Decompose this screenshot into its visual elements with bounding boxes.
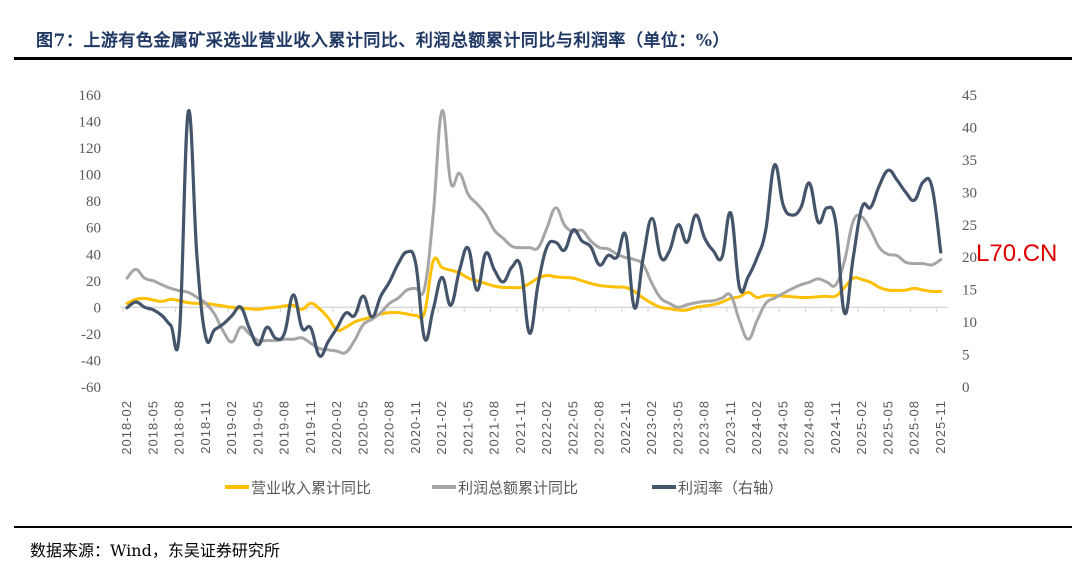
right-axis: 0 5 10 15 20 25 30 35 40 45 [962,88,977,396]
x-axis-tick-label: 2018-05 [145,400,160,455]
x-axis-tick-label: 2024-05 [775,400,790,455]
right-axis-tick-label: 40 [962,120,977,136]
x-axis-tick-label: 2022-08 [592,400,607,455]
left-axis-tick-label: 100 [79,168,102,184]
left-axis-tick-label: 40 [86,247,101,263]
right-axis-tick-label: 20 [962,250,977,266]
left-axis-tick-label: 120 [79,141,102,157]
right-axis-tick-label: 45 [962,88,977,104]
x-axis-tick-label: 2018-11 [198,400,213,454]
x-axis-tick-label: 2024-08 [802,400,817,455]
chart-title: 图7：上游有色金属矿采选业营业收入累计同比、利润总额累计同比与利润率（单位：%） [36,31,730,51]
legend-label: 营业收入累计同比 [251,479,371,497]
x-axis-tick-label: 2023-08 [697,400,712,455]
right-axis-tick-label: 5 [962,348,970,364]
x-axis-tick-label: 2021-02 [434,400,449,455]
x-axis-tick-label: 2024-11 [828,400,843,454]
left-axis-tick-label: -20 [81,327,101,343]
right-axis-tick-label: 15 [962,283,977,299]
x-axis-tick-label: 2025-08 [907,400,922,455]
legend-label: 利润率（右轴） [678,479,783,497]
watermark: L70.CN [976,240,1058,267]
source-note: 数据来源：Wind，东吴证券研究所 [30,541,280,560]
revenue-yoy-line [125,256,943,333]
x-axis-tick-label: 2022-05 [565,400,580,455]
left-axis-tick-label: -40 [81,353,101,369]
x-axis-tick-label: 2025-02 [854,400,869,455]
profit-yoy-line [125,109,943,355]
x-axis-tick-label: 2020-02 [329,400,344,455]
right-axis-tick-label: 25 [962,218,977,234]
x-axis-tick-label: 2018-08 [172,400,187,455]
left-axis-tick-label: 160 [79,88,102,104]
x-axis-tick-label: 2021-05 [460,400,475,455]
x-axis-tick-label: 2023-11 [723,400,738,454]
x-axis: 2018-02 2018-05 2018-08 2018-11 2019-02 2019-… [119,306,948,455]
x-axis-tick-label: 2019-11 [303,400,318,454]
x-axis-tick-label: 2019-05 [250,400,265,455]
profit-margin-line [125,108,943,358]
x-axis-tick-label: 2022-11 [618,400,633,454]
x-axis-tick-label: 2020-05 [355,400,370,455]
right-axis-tick-label: 30 [962,185,977,201]
right-axis-tick-label: 0 [962,380,970,396]
right-axis-tick-label: 10 [962,315,977,331]
left-axis: -60 -40 -20 0 20 40 60 80 100 120 140 160 [79,88,102,396]
left-axis-tick-label: 80 [86,194,101,210]
right-axis-tick-label: 35 [962,153,977,169]
x-axis-tick-label: 2019-08 [277,400,292,455]
x-axis-tick-label: 2020-08 [382,400,397,455]
x-axis-tick-label: 2023-02 [644,400,659,455]
legend: 营业收入累计同比 利润总额累计同比 利润率（右轴） [225,479,783,497]
legend-label: 利润总额累计同比 [458,479,578,497]
x-axis-tick-label: 2022-02 [539,400,554,455]
series-lines [125,108,943,358]
x-axis-tick-label: 2018-02 [119,400,134,455]
left-axis-tick-label: 20 [86,274,101,290]
left-axis-tick-label: 140 [79,115,102,131]
x-axis-tick-label: 2025-05 [880,400,895,455]
x-axis-tick-label: 2023-05 [670,400,685,455]
left-axis-tick-label: -60 [81,380,101,396]
left-axis-tick-label: 60 [86,221,101,237]
x-axis-tick-label: 2019-02 [224,400,239,455]
x-axis-tick-label: 2025-11 [933,400,948,454]
source-divider [14,526,1072,528]
left-axis-tick-label: 0 [94,300,102,316]
x-axis-tick-label: 2024-02 [749,400,764,455]
title-divider [14,57,1072,60]
x-axis-tick-label: 2021-08 [487,400,502,455]
x-axis-tick-label: 2020-11 [408,400,423,454]
x-axis-tick-label: 2021-11 [513,400,528,454]
